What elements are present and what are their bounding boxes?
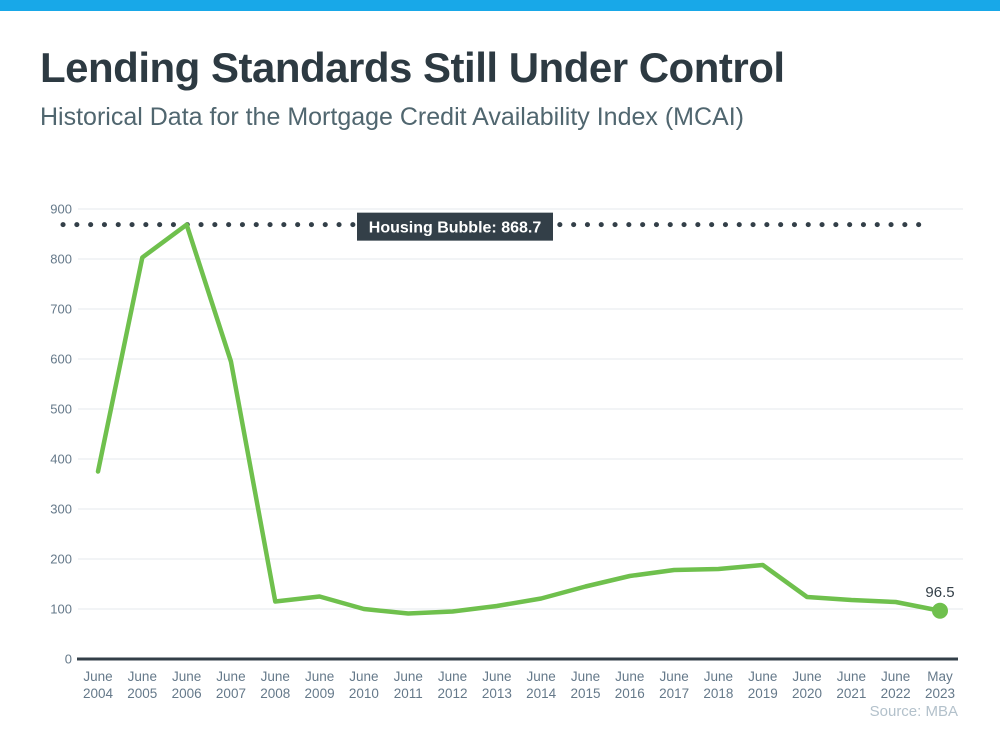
x-axis-tick-label: June 2018 xyxy=(703,669,733,701)
x-axis-tick-label: June 2008 xyxy=(260,669,290,701)
y-axis-tick-label: 0 xyxy=(65,652,72,667)
mcai-line xyxy=(95,222,943,616)
x-axis-tick-label: June 2016 xyxy=(615,669,645,701)
x-axis-tick-label: June 2012 xyxy=(438,669,468,701)
x-axis-tick-label: June 2021 xyxy=(836,669,866,701)
mcai-line-chart: 0 100 200 300 400 500 600 700 800 900 Housing Bubb… xyxy=(0,185,1000,730)
y-axis-tick-label: 800 xyxy=(50,252,72,267)
x-axis-tick-label: June 2011 xyxy=(394,669,423,701)
x-axis-tick-label: June 2005 xyxy=(127,669,157,701)
page-title: Lending Standards Still Under Control xyxy=(40,44,785,91)
y-axis-tick-label: 100 xyxy=(50,602,72,617)
housing-bubble-label-box xyxy=(357,212,553,241)
end-point-marker xyxy=(932,602,948,619)
x-axis-tick-label: June 2004 xyxy=(83,669,114,701)
y-axis-tick-label: 300 xyxy=(50,502,72,517)
x-axis-tick-label: June 2013 xyxy=(482,669,512,701)
x-axis-tick-label: June 2020 xyxy=(792,669,822,701)
x-axis-tick-label: June 2017 xyxy=(659,669,689,701)
housing-bubble-label: Housing Bubble: 868.7 xyxy=(369,220,542,237)
x-axis-tick-label: June 2022 xyxy=(881,669,911,701)
x-axis-tick-label: June 2010 xyxy=(349,669,379,701)
chart-source: Source: MBA xyxy=(869,703,958,720)
x-axis-tick-label: June 2009 xyxy=(305,669,335,701)
y-axis-tick-label: 400 xyxy=(50,452,72,467)
top-accent-bar xyxy=(0,0,1000,11)
y-axis-tick-label: 600 xyxy=(50,352,72,367)
x-axis-tick-label: June 2019 xyxy=(748,669,778,701)
y-axis-tick-label: 900 xyxy=(50,202,72,217)
y-axis-tick-label: 500 xyxy=(50,402,72,417)
x-axis-tick-label: May 2023 xyxy=(925,669,955,701)
y-axis-tick-label: 700 xyxy=(50,302,72,317)
x-axis-tick-label: June 2014 xyxy=(526,669,557,701)
x-axis-tick-label: June 2015 xyxy=(570,669,600,701)
x-axis-tick-label: June 2006 xyxy=(172,669,202,701)
y-axis-tick-label: 200 xyxy=(50,552,72,567)
x-axis-tick-label: June 2007 xyxy=(216,669,246,701)
chart-canvas: 0 100 200 300 400 500 600 700 800 900 Housing Bubb… xyxy=(50,202,963,701)
end-point-value-label: 96.5 xyxy=(925,584,954,601)
page-subtitle: Historical Data for the Mortgage Credit … xyxy=(40,103,744,131)
